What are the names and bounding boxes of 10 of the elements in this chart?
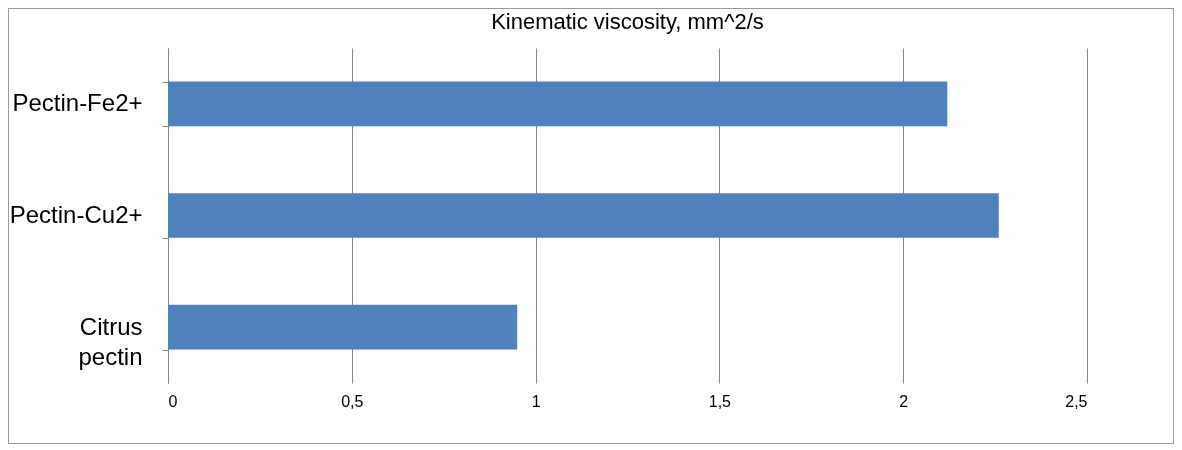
x-tick-label: 0,5 — [341, 392, 364, 410]
x-tick-label: 0 — [168, 392, 178, 410]
x-tick-label: 2 — [899, 392, 909, 410]
y-tick-label: Pectin-Fe2+ — [12, 89, 143, 117]
x-tick-label: 1,5 — [708, 392, 732, 410]
x-tick-label: 1 — [531, 392, 541, 410]
y-tick-label: Citrus pectin — [78, 312, 143, 370]
y-tick-label: Pectin-Cu2+ — [9, 201, 143, 228]
chart-title: Kinematic viscosity, mm^2/s — [491, 9, 764, 34]
x-tick-label: 2,5 — [1065, 392, 1088, 410]
